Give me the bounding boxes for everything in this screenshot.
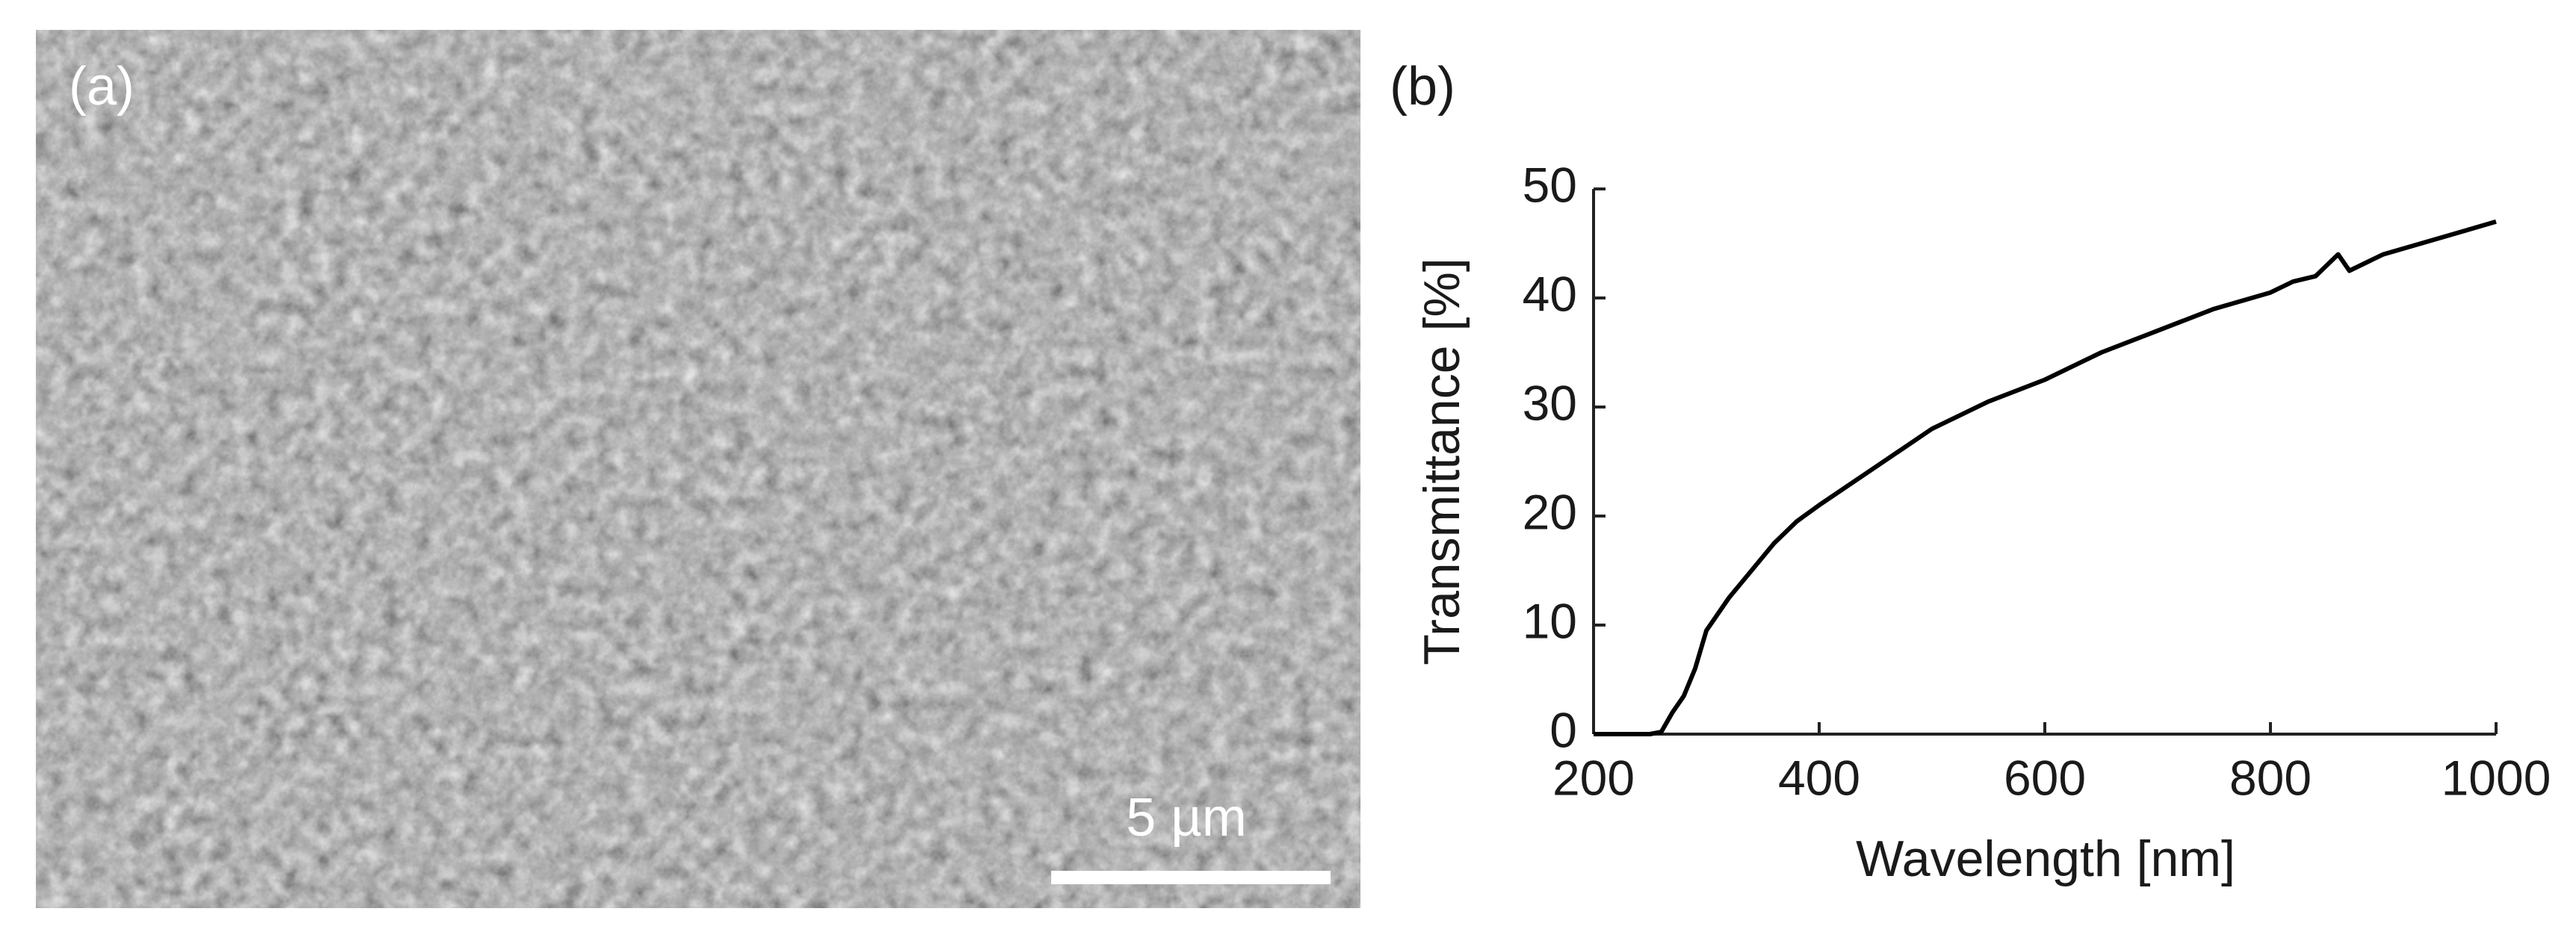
- y-tick-label: 40: [1523, 266, 1577, 321]
- y-tick-label: 30: [1523, 375, 1577, 430]
- x-tick-label: 200: [1552, 750, 1635, 805]
- x-tick-label: 800: [2229, 750, 2312, 805]
- data-line: [1594, 219, 2497, 736]
- x-axis-label: Wavelength [nm]: [1856, 830, 2235, 887]
- x-tick-label: 400: [1778, 750, 1860, 805]
- y-tick-label: 50: [1523, 157, 1577, 212]
- y-axis-label: Transmittance [%]: [1414, 258, 1470, 665]
- panel-label: (a): [69, 57, 134, 117]
- x-tick-label: 1000: [2442, 750, 2551, 805]
- x-tick-label: 600: [2004, 750, 2086, 805]
- y-tick-label: 0: [1549, 702, 1577, 757]
- y-tick-label: 10: [1523, 593, 1577, 648]
- chart: (b) Wavelength [nm] Transmittance [%] 0 1…: [1390, 57, 2551, 887]
- scale-bar: [1051, 871, 1331, 884]
- y-tick-label: 20: [1523, 484, 1577, 539]
- sem-image: [36, 30, 1360, 908]
- scale-bar-label: 5 µm: [1126, 788, 1247, 848]
- panel-label: (b): [1390, 57, 1455, 117]
